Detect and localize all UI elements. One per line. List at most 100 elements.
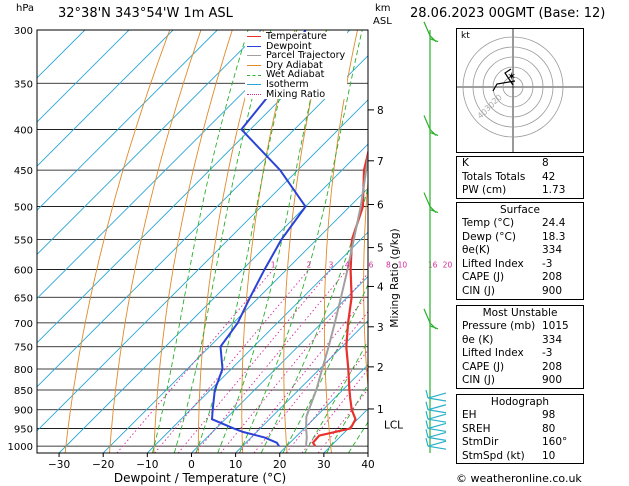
pressure-tick-label: 1000: [8, 442, 33, 453]
dry-adiabat-line: [109, 30, 202, 453]
legend-label: Temperature: [266, 31, 327, 42]
isotherm-line: [58, 143, 368, 453]
datetime-title: 28.06.2023 00GMT (Base: 12): [410, 6, 606, 21]
pressure-tick-label: 300: [14, 26, 33, 37]
isotherm-line: [37, 30, 86, 79]
table-row: StmDir 160°: [457, 436, 583, 450]
table-row: CAPE (J) 208: [457, 271, 583, 285]
legend-swatch: [247, 84, 261, 86]
legend-label: Mixing Ratio: [266, 88, 326, 100]
row-value: 42: [542, 170, 556, 183]
pressure-tick-label: 900: [14, 406, 33, 417]
mixing-ratio-line: [177, 269, 332, 453]
legend-item: Temperature: [247, 32, 345, 42]
dry-adiabat-line: [363, 175, 368, 392]
dry-adiabat-line: [153, 30, 233, 453]
wind-barb-icon: [423, 21, 439, 43]
wind-barb-icon: [425, 401, 447, 414]
km-tick-label: 1: [377, 404, 384, 416]
table-row: Lifted Index -3: [457, 258, 583, 272]
row-value: 24.4: [542, 217, 566, 229]
row-label: K: [462, 157, 469, 169]
row-value: -3: [542, 257, 553, 270]
table-row: θe (K) 334: [457, 334, 583, 348]
row-label: Dewp (°C): [462, 230, 516, 243]
table-row: StmSpd (kt) 10: [457, 450, 583, 464]
series-temperature: [311, 148, 368, 447]
table-title: Most Unstable: [482, 307, 558, 319]
pressure-tick-label: 600: [14, 266, 33, 277]
isotherm-line: [191, 275, 368, 453]
row-value: 98: [542, 409, 556, 421]
wind-barb-icon: [425, 438, 447, 450]
pressure-tick-label: 350: [14, 79, 33, 90]
hodograph-ring: [482, 56, 544, 118]
table-row: Temp (°C) 24.4: [457, 217, 583, 231]
isotherm-line: [37, 30, 130, 123]
mixing-ratio-label: 4: [345, 261, 350, 270]
table-row: EH 98: [457, 409, 583, 423]
hodograph-panel: 20 30 40 ✶ kt: [456, 28, 584, 153]
isotherm-line: [279, 364, 368, 453]
row-value: 1.73: [542, 184, 566, 197]
row-value: 900: [542, 374, 563, 387]
hpa-unit: hPa: [16, 3, 35, 14]
legend-label: Dewpoint: [266, 40, 312, 52]
mixing-ratio-label: 3: [329, 261, 334, 270]
legend-swatch: [247, 45, 261, 47]
legend-swatch: [247, 93, 261, 95]
row-label: StmSpd (kt): [462, 449, 525, 462]
legend-label: Dry Adiabat: [266, 59, 323, 71]
legend-swatch: [247, 65, 261, 67]
row-label: Pressure (mb): [462, 320, 536, 332]
wind-barb-icon: [423, 192, 439, 214]
row-label: PW (cm): [462, 184, 507, 197]
wind-barb-icon: [425, 420, 447, 433]
legend-swatch: [247, 74, 261, 76]
table-row: PW (cm) 1.73: [457, 184, 583, 198]
dry-adiabat-line: [608, 30, 629, 453]
pressure-tick-label: 550: [14, 236, 33, 247]
hodograph-trace: [492, 80, 516, 92]
table-title: Hodograph: [490, 396, 550, 408]
legend-label: Wet Adiabat: [266, 69, 325, 81]
table-row: Lifted Index -3: [457, 347, 583, 361]
table-row: Pressure (mb) 1015: [457, 320, 583, 334]
table-row: θe(K) 334: [457, 244, 583, 258]
pressure-tick-label: 500: [14, 203, 33, 214]
wet-adiabat-line: [260, 186, 368, 453]
legend-swatch: [247, 55, 261, 57]
row-label: Temp (°C): [462, 217, 515, 229]
dry-adiabat-line: [64, 30, 171, 453]
wet-adiabat-line: [195, 30, 298, 453]
row-value: 80: [542, 422, 556, 435]
row-value: 900: [542, 284, 563, 297]
x-tick-label: 30: [317, 459, 330, 471]
row-label: StmDir: [462, 436, 499, 449]
pressure-tick-label: 650: [14, 293, 33, 304]
pressure-tick-label: 450: [14, 166, 33, 177]
mixing-ratio-label: 6: [369, 261, 374, 270]
row-label: θe (K): [462, 333, 494, 346]
asl-unit: ASL: [373, 16, 392, 27]
x-tick-label: −10: [136, 459, 158, 471]
hodograph-ring: [472, 46, 554, 128]
series-dewpoint: [210, 30, 307, 447]
legend-label: Isotherm: [266, 78, 309, 90]
series-parcel-trajectory: [305, 148, 368, 447]
pressure-tick-label: 950: [14, 424, 33, 435]
row-value: 208: [542, 271, 563, 284]
surface-table: Surface Temp (°C) 24.4 Dewp (°C) 18.3 θe(K) 33…: [456, 202, 584, 300]
isotherm-line: [37, 30, 218, 211]
isotherm-line: [37, 55, 368, 388]
wet-adiabat-line: [304, 340, 368, 453]
wind-barb-icon: [425, 429, 447, 441]
hodograph-trace: [504, 68, 514, 86]
pressure-tick-label: 800: [14, 365, 33, 376]
lcl-label: LCL: [384, 420, 403, 432]
mixing-ratio-label: 20: [443, 261, 453, 270]
km-tick-label: 4: [377, 281, 384, 293]
wind-barb-icon: [425, 411, 447, 423]
dry-adiabat-line: [241, 30, 296, 453]
